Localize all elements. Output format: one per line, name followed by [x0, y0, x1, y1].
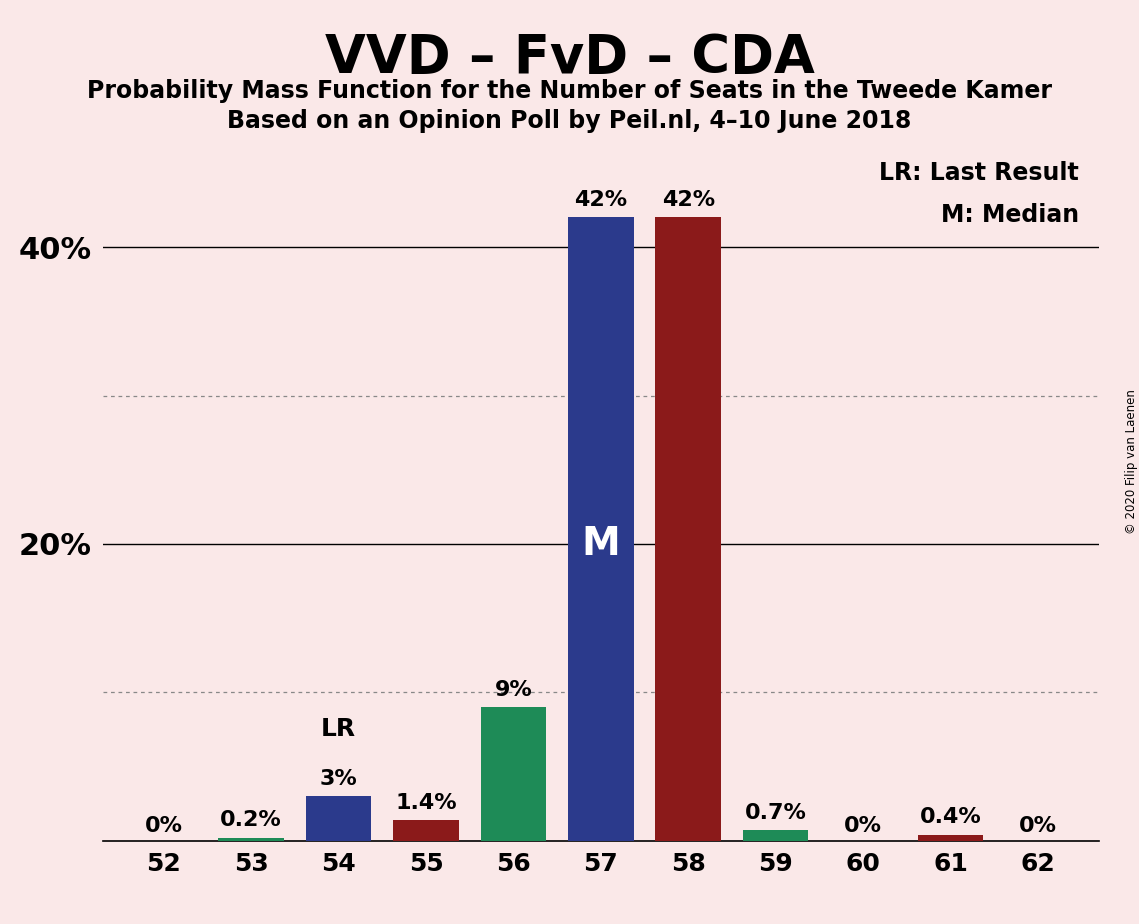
Text: M: M	[581, 525, 621, 563]
Bar	[219, 838, 284, 841]
Text: © 2020 Filip van Laenen: © 2020 Filip van Laenen	[1124, 390, 1138, 534]
Text: 0.4%: 0.4%	[919, 808, 982, 828]
Text: 0%: 0%	[844, 817, 882, 836]
Text: VVD – FvD – CDA: VVD – FvD – CDA	[325, 32, 814, 84]
Bar	[305, 796, 371, 841]
Text: 0%: 0%	[1019, 817, 1057, 836]
Text: 0.7%: 0.7%	[745, 803, 806, 823]
Bar	[655, 217, 721, 841]
Text: 1.4%: 1.4%	[395, 793, 457, 812]
Text: M: Median: M: Median	[941, 202, 1079, 226]
Text: Based on an Opinion Poll by Peil.nl, 4–10 June 2018: Based on an Opinion Poll by Peil.nl, 4–1…	[228, 109, 911, 133]
Text: 0%: 0%	[145, 817, 182, 836]
Text: 0.2%: 0.2%	[220, 810, 282, 831]
Bar	[743, 831, 809, 841]
Bar	[918, 835, 983, 841]
Text: Probability Mass Function for the Number of Seats in the Tweede Kamer: Probability Mass Function for the Number…	[87, 79, 1052, 103]
Bar	[393, 821, 459, 841]
Text: LR: Last Result: LR: Last Result	[879, 161, 1079, 185]
Text: 3%: 3%	[320, 769, 358, 789]
Text: 9%: 9%	[494, 680, 532, 699]
Bar	[481, 707, 547, 841]
Text: 42%: 42%	[574, 190, 628, 210]
Text: LR: LR	[321, 717, 357, 741]
Bar	[568, 217, 633, 841]
Text: 42%: 42%	[662, 190, 715, 210]
